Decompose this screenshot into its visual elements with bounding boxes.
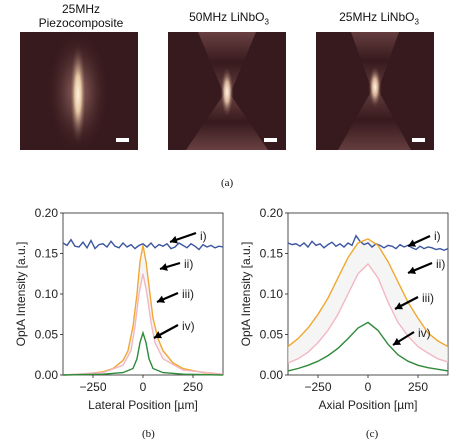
y-tick-label: 0.10: [35, 287, 59, 301]
annotation-arrow-head: [160, 263, 168, 271]
series-line-ii: [287, 238, 449, 348]
annotation-arrow-shaft: [394, 296, 419, 310]
x-tick-label: 0: [365, 380, 372, 394]
annotation-arrow-head: [170, 235, 178, 244]
annotation-label-iii: iii): [182, 287, 194, 301]
beam-image-piezocomposite: [20, 32, 138, 150]
annotation-arrow-shaft: [169, 231, 197, 244]
annotation-label-iv: iv): [418, 326, 431, 340]
shaded-band: [63, 245, 223, 375]
chart-axial: 0.00 0.05 0.10 0.15 0.20 −250 0 250 Axial Positi…: [239, 206, 449, 412]
annotation-arrow-shaft: [156, 291, 179, 304]
scale-bar: [264, 138, 277, 142]
plot-frame: [287, 212, 449, 376]
annotation-arrow-shaft: [392, 331, 415, 346]
y-tick-label: 0.05: [260, 328, 284, 342]
y-axis-label: OptA Intensity [a.u.]: [14, 242, 28, 347]
x-axis-label: Lateral Position [µm]: [88, 398, 198, 412]
panel-a2-title: 50MHz LiNbO3: [189, 10, 269, 27]
annotation-label-iv: iv): [182, 319, 195, 333]
panel-a3-title: 25MHz LiNbO3: [339, 10, 419, 27]
annotation-arrow-head: [393, 337, 402, 345]
annotation-arrow-head: [154, 331, 163, 339]
beam-image-50mhz-linbo3: [168, 32, 286, 150]
series-line-iii: [62, 273, 224, 376]
y-tick-label: 0.20: [260, 206, 284, 220]
caption-c: (c): [366, 428, 379, 440]
x-tick-label: 250: [183, 380, 203, 394]
annotation-label-ii: ii): [184, 257, 193, 271]
annotation-arrow-head: [157, 295, 166, 303]
series-line-iii: [287, 262, 449, 364]
x-tick-label: 0: [140, 380, 147, 394]
y-tick-label: 0.10: [260, 287, 284, 301]
shaded-band: [288, 238, 448, 363]
y-tick-label: 0.00: [35, 368, 59, 382]
caption-a: (a): [221, 177, 234, 189]
annotation-arrow-shaft: [159, 261, 181, 271]
annotation-arrow-shaft: [153, 324, 179, 339]
y-tick-label: 0.15: [260, 247, 284, 261]
annotation-label-ii: ii): [436, 257, 445, 271]
series-line-iv: [287, 321, 449, 372]
annotation-label-i: i): [434, 229, 441, 243]
annotation-arrow-shaft: [407, 261, 433, 275]
annotation-label-i: i): [200, 229, 207, 243]
x-axis-label: Axial Position [µm]: [319, 398, 418, 412]
y-tick-label: 0.00: [260, 368, 284, 382]
y-tick-label: 0.05: [35, 328, 59, 342]
beam-image-25mhz-linbo3: [316, 32, 434, 150]
chart-lateral: 0.00 0.05 0.10 0.15 0.20 −250 0 250 Lateral Posi…: [14, 206, 224, 412]
annotation-label-iii: iii): [422, 291, 434, 305]
scale-bar: [116, 138, 129, 142]
annotation-arrow-head: [408, 266, 416, 274]
scale-bar: [412, 138, 425, 142]
plot-frame: [62, 212, 224, 376]
x-tick-label: −250: [304, 380, 331, 394]
y-tick-label: 0.15: [35, 247, 59, 261]
annotation-arrow-shaft: [407, 234, 431, 248]
annotation-arrow-head: [408, 239, 417, 247]
series-line-i: [287, 234, 449, 252]
series-line-ii: [62, 245, 224, 376]
y-axis-label: OptA Intensity [a.u.]: [239, 242, 253, 347]
x-tick-label: 250: [408, 380, 428, 394]
series-line-i: [62, 238, 224, 251]
series-line-iv: [62, 330, 224, 376]
annotation-arrow-head: [395, 302, 404, 310]
y-tick-label: 0.20: [35, 206, 59, 220]
x-tick-label: −250: [79, 380, 106, 394]
caption-b: (b): [142, 428, 155, 440]
panel-a1-title: 25MHz Piezocomposite: [38, 2, 124, 30]
